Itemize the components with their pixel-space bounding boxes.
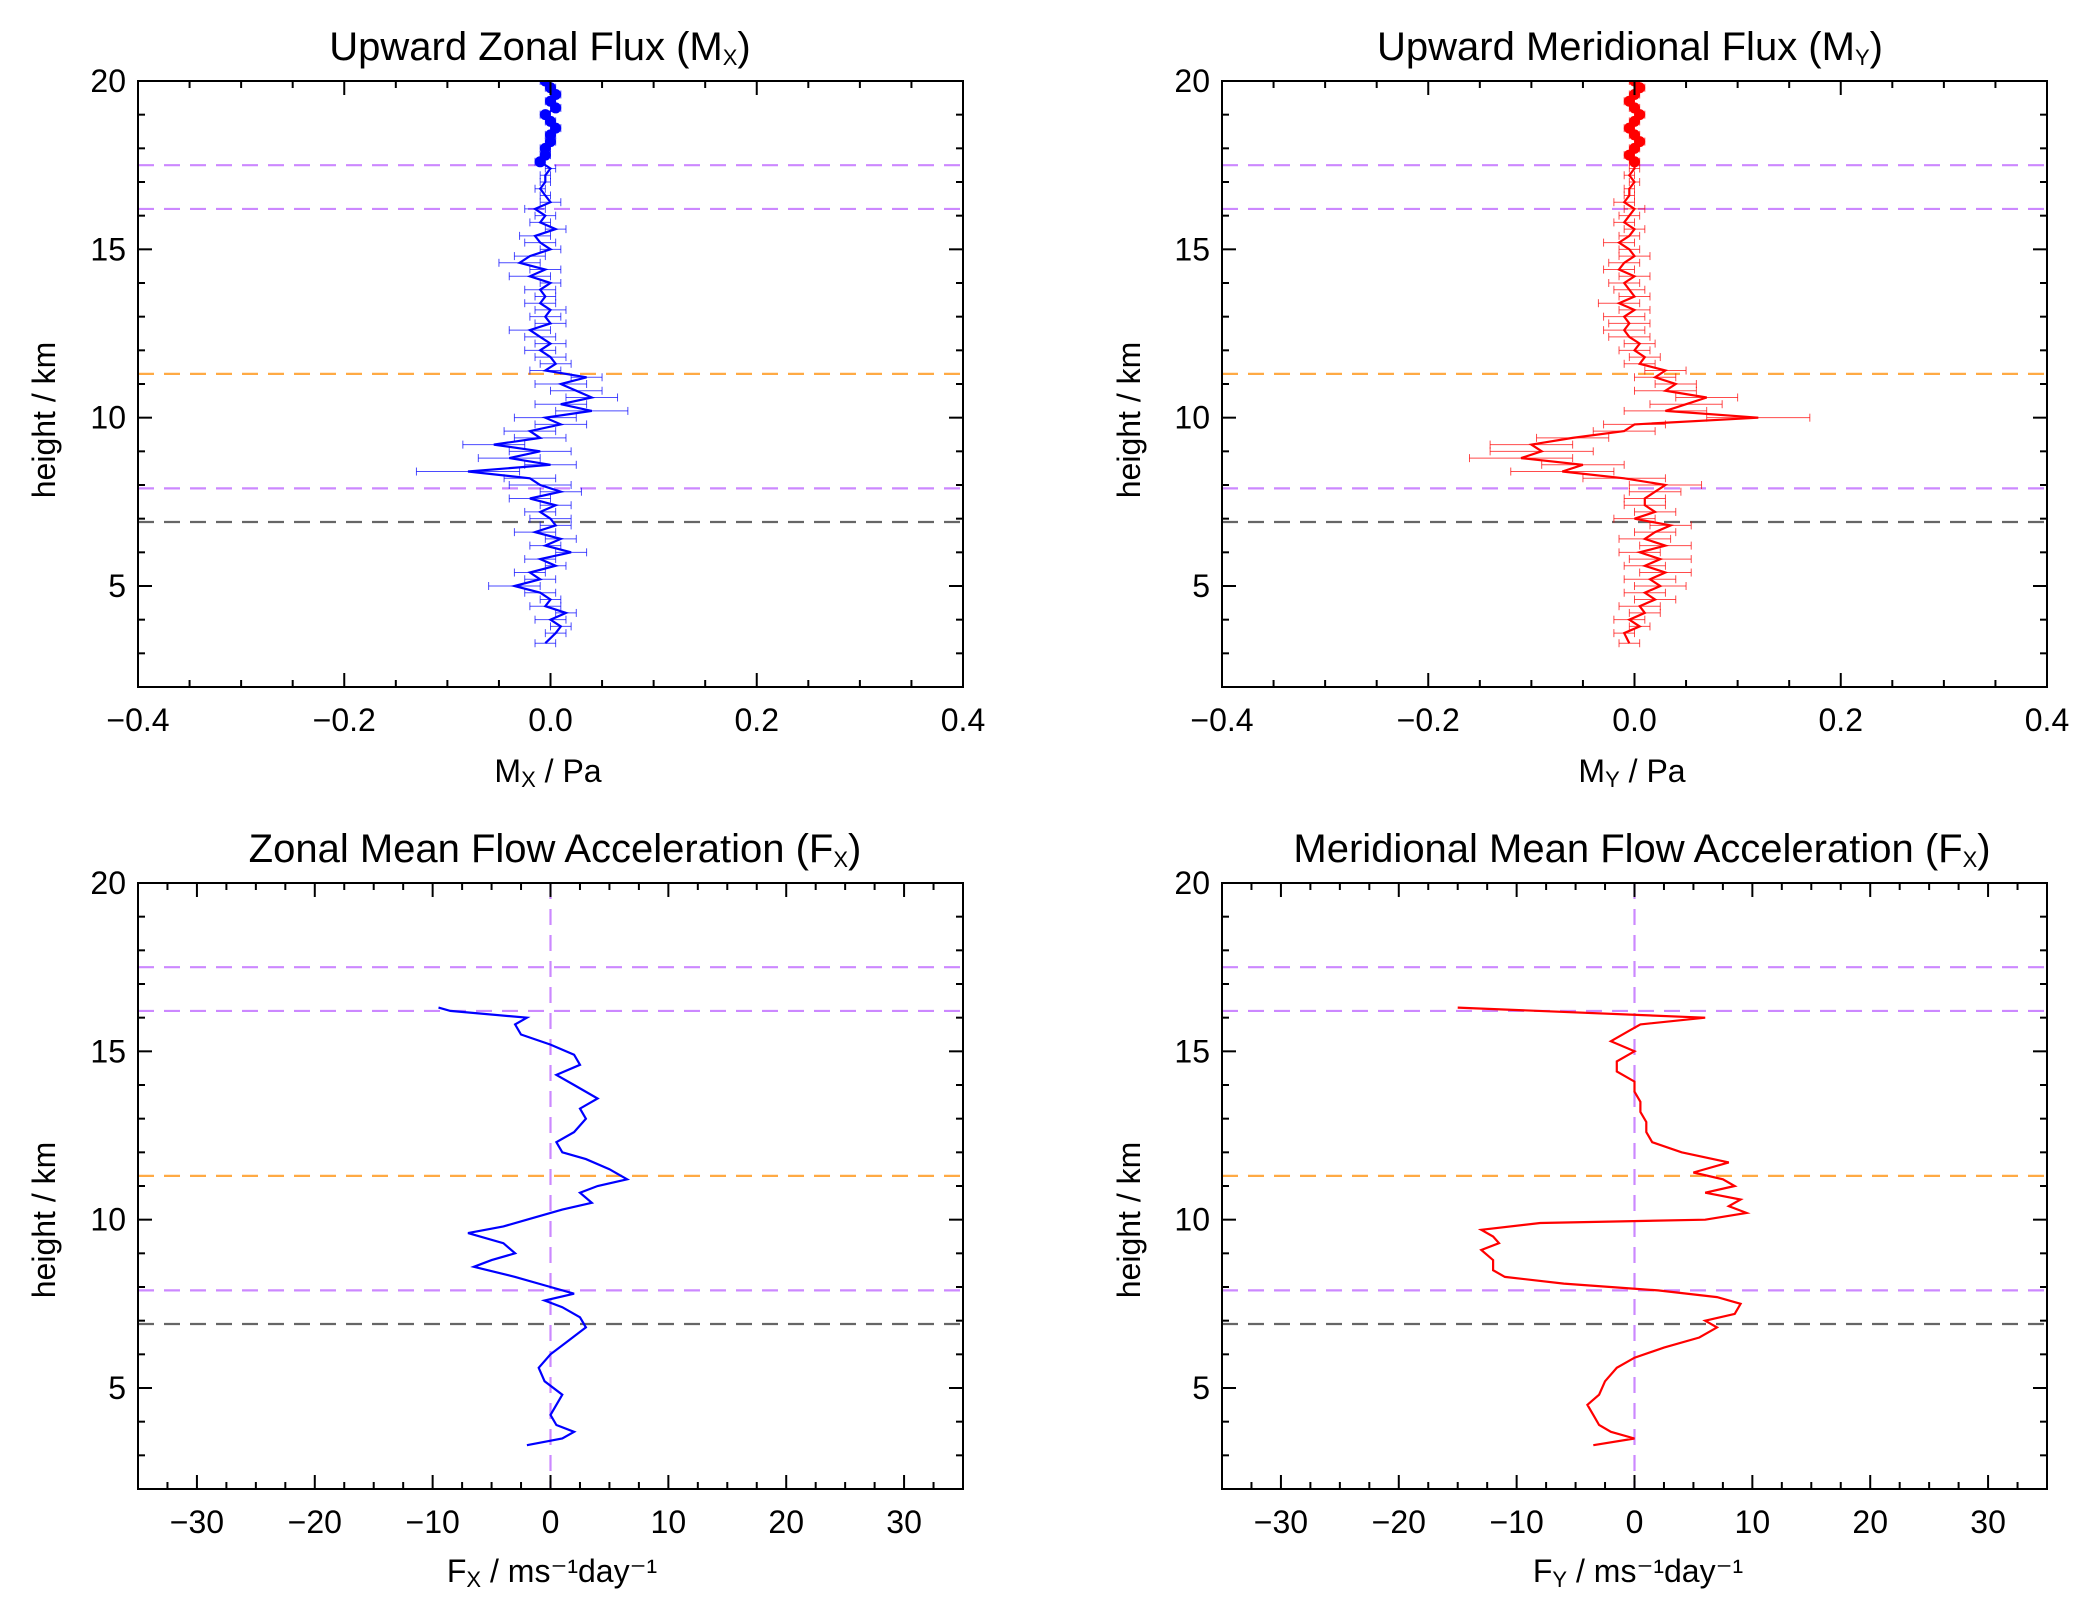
x-tick-label: 20 (1852, 1504, 1888, 1540)
y-tick-label: 10 (90, 400, 126, 436)
y-tick-label: 15 (90, 231, 126, 267)
panel-title: Upward Meridional Flux (MY) (1377, 25, 1883, 70)
series-line-F_Y (1458, 1008, 1747, 1446)
plot-area (138, 76, 963, 648)
panel-title: Upward Zonal Flux (MX) (329, 25, 750, 70)
y-tick-label: 10 (1174, 400, 1210, 436)
y-tick-label: 15 (90, 1033, 126, 1069)
x-tick-label: 10 (1735, 1504, 1771, 1540)
panel-zonal-flux: Upward Zonal Flux (MX) MX / Pa height / … (26, 25, 985, 792)
x-tick-label: 10 (651, 1504, 687, 1540)
y-tick-label: 15 (1174, 1033, 1210, 1069)
x-axis-label: MX / Pa (494, 753, 601, 792)
x-tick-label: 0.2 (735, 702, 779, 738)
x-tick-label: −20 (1372, 1504, 1426, 1540)
x-tick-label: −0.4 (1190, 702, 1253, 738)
x-tick-label: 20 (768, 1504, 804, 1540)
x-tick-label: −0.4 (106, 702, 169, 738)
y-tick-label: 20 (1174, 865, 1210, 901)
y-axis-label: height / km (26, 342, 62, 499)
x-tick-label: 0.4 (2025, 702, 2069, 738)
y-tick-label: 5 (1192, 568, 1210, 604)
y-tick-label: 10 (90, 1202, 126, 1238)
y-tick-label: 15 (1174, 231, 1210, 267)
x-tick-label: −10 (406, 1504, 460, 1540)
y-tick-label: 20 (90, 63, 126, 99)
y-tick-label: 20 (90, 865, 126, 901)
plot-area (1222, 76, 2047, 648)
figure-canvas: Upward Zonal Flux (MX) MX / Pa height / … (0, 0, 2085, 1598)
plot-area (138, 883, 963, 1489)
x-tick-label: 0.0 (1612, 702, 1656, 738)
x-tick-label: −10 (1490, 1504, 1544, 1540)
x-tick-label: −30 (170, 1504, 224, 1540)
panel-meridional-acceleration: Meridional Mean Flow Acceleration (FX) F… (1111, 827, 2047, 1592)
plot-area (1222, 883, 2047, 1489)
y-tick-label: 10 (1174, 1202, 1210, 1238)
x-tick-label: −0.2 (1397, 702, 1460, 738)
x-tick-label: 0.0 (528, 702, 572, 738)
panel-meridional-flux: Upward Meridional Flux (MY) MY / Pa heig… (1111, 25, 2069, 792)
panel-title: Meridional Mean Flow Acceleration (FX) (1293, 827, 1990, 872)
x-axis-label: MY / Pa (1578, 753, 1685, 792)
x-tick-label: −20 (288, 1504, 342, 1540)
y-tick-label: 5 (108, 568, 126, 604)
y-tick-label: 5 (108, 1370, 126, 1406)
x-tick-label: −0.2 (313, 702, 376, 738)
x-tick-label: −30 (1254, 1504, 1308, 1540)
x-axis-label: FX / ms⁻¹day⁻¹ (447, 1553, 657, 1592)
series-line-F_X (439, 1008, 628, 1446)
y-axis-label: height / km (26, 1142, 62, 1299)
x-axis-label: FY / ms⁻¹day⁻¹ (1533, 1553, 1743, 1592)
y-tick-label: 5 (1192, 1370, 1210, 1406)
panel-zonal-acceleration: Zonal Mean Flow Acceleration (FX) FX / m… (26, 827, 963, 1592)
x-tick-label: 0 (1626, 1504, 1644, 1540)
y-axis-label: height / km (1111, 1142, 1147, 1299)
x-tick-label: 30 (1970, 1504, 2006, 1540)
x-tick-label: 0 (542, 1504, 560, 1540)
y-tick-label: 20 (1174, 63, 1210, 99)
x-tick-label: 0.4 (941, 702, 985, 738)
panel-title: Zonal Mean Flow Acceleration (FX) (249, 827, 862, 872)
x-tick-label: 30 (886, 1504, 922, 1540)
data-point (540, 109, 551, 120)
y-axis-label: height / km (1111, 342, 1147, 499)
x-tick-label: 0.2 (1819, 702, 1863, 738)
